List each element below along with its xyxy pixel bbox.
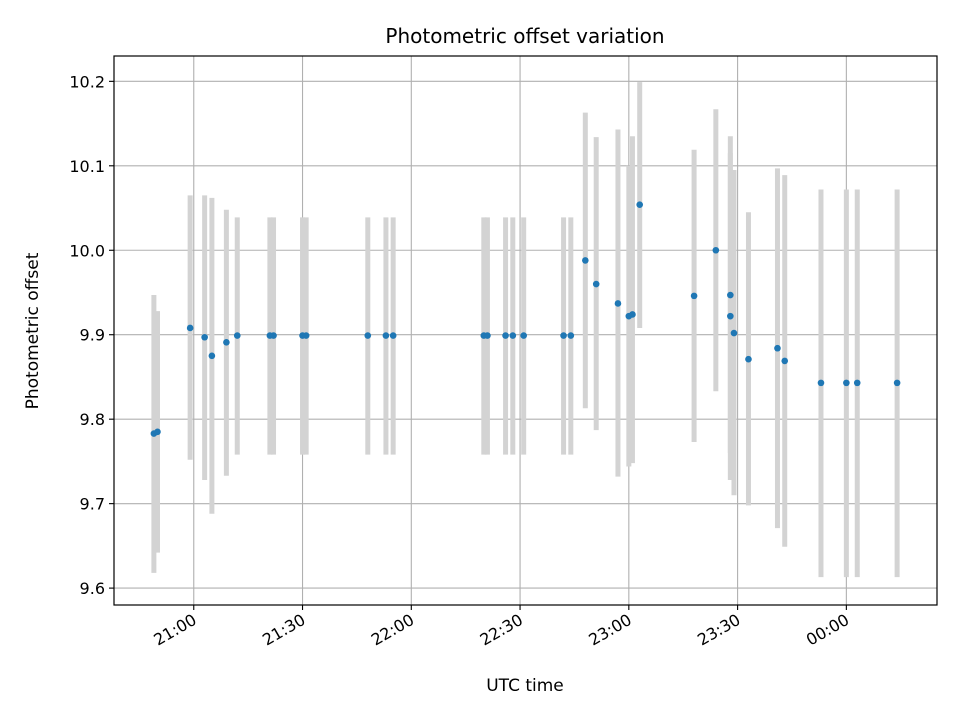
data-point — [223, 339, 230, 346]
x-axis-label: UTC time — [486, 676, 564, 696]
data-point — [389, 332, 397, 339]
data-point — [817, 379, 825, 387]
data-point — [781, 357, 789, 365]
y-tick-label: 9.9 — [80, 326, 105, 345]
y-tick-label: 10.0 — [69, 241, 105, 260]
data-point — [382, 332, 390, 339]
plot-frame — [113, 55, 938, 606]
data-point — [893, 379, 901, 387]
data-point — [853, 379, 861, 387]
data-point — [614, 300, 622, 307]
data-point — [208, 352, 216, 360]
data-point — [509, 332, 517, 339]
y-tick-label: 9.6 — [80, 579, 105, 598]
data-point — [484, 332, 491, 339]
data-point — [302, 332, 310, 339]
y-tick-label: 9.7 — [80, 495, 105, 514]
y-tick-label: 10.1 — [69, 157, 105, 176]
data-point — [364, 332, 372, 339]
data-point — [592, 280, 600, 288]
data-point — [774, 344, 781, 352]
chart-title: Photometric offset variation — [385, 24, 664, 48]
data-points — [150, 201, 901, 437]
data-point — [727, 291, 734, 299]
data-point — [727, 312, 734, 320]
data-point — [201, 333, 208, 341]
data-point — [154, 428, 161, 436]
data-point — [690, 292, 698, 300]
data-point — [582, 257, 589, 264]
data-point — [745, 355, 752, 363]
data-point — [233, 332, 241, 339]
data-point — [629, 311, 636, 318]
data-point — [730, 329, 738, 337]
data-point — [186, 324, 194, 332]
data-point — [712, 246, 720, 254]
y-tick-label: 9.8 — [80, 410, 105, 429]
data-point — [270, 332, 277, 339]
data-point — [520, 332, 527, 339]
y-tick-label: 10.2 — [69, 72, 105, 91]
data-point — [502, 332, 509, 339]
data-point — [843, 379, 850, 387]
y-axis-label: Photometric offset — [23, 252, 43, 409]
y-axis-ticks: 9.6 9.7 9.8 9.9 10.0 10.1 10.2 — [69, 72, 114, 598]
data-point — [560, 332, 567, 339]
data-point — [567, 332, 575, 339]
data-point — [636, 201, 644, 208]
